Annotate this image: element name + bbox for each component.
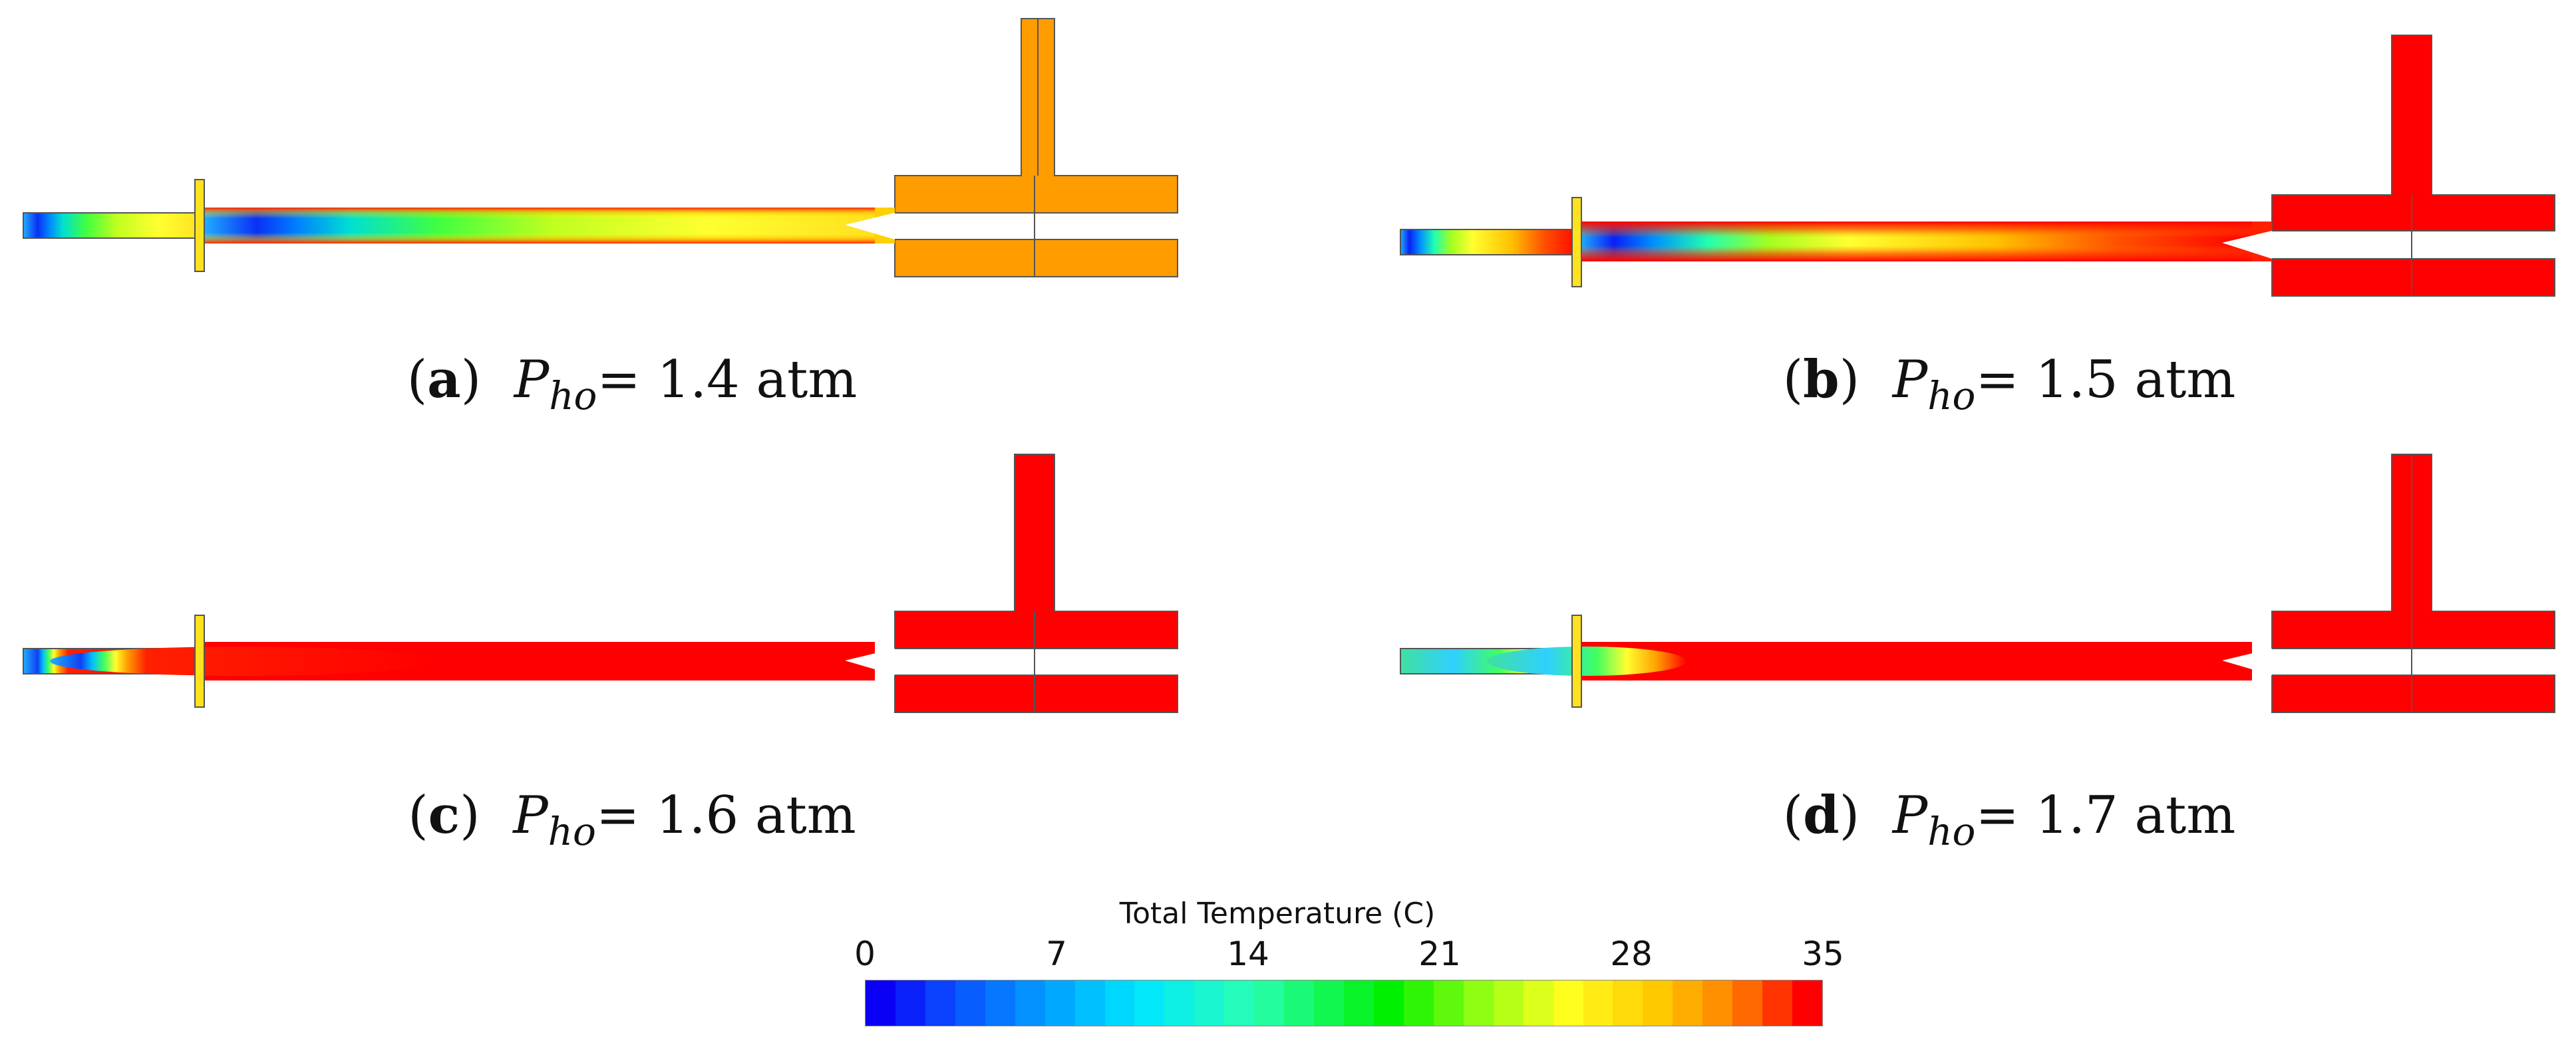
contour-d [1400, 454, 2555, 713]
colorbar-segment [1015, 980, 1045, 1026]
colorbar-segment [1583, 980, 1613, 1026]
legend-tick: 28 [1610, 935, 1653, 973]
legend-title: Total Temperature (C) [1119, 897, 1436, 931]
panel-c: (c) Pho= 1.6 atm [17, 449, 1247, 861]
colorbar-segment [1493, 980, 1524, 1026]
colorbar-segment [1643, 980, 1673, 1026]
hot-outlet-bottom [894, 239, 1178, 277]
legend-tick: 35 [1802, 935, 1844, 973]
colorbar-segment [1673, 980, 1703, 1026]
vortex-tube [1580, 642, 2252, 680]
contour-c [23, 454, 1178, 713]
colorbar-segment [955, 980, 985, 1026]
colorbar-segment [1373, 980, 1404, 1026]
nozzle-flange [194, 615, 205, 708]
legend-tick: 14 [1227, 935, 1269, 973]
colorbar-segment [1553, 980, 1583, 1026]
nozzle-flange [194, 179, 205, 272]
colorbar-segment [1732, 980, 1763, 1026]
colorbar-segment [1344, 980, 1374, 1026]
caption-c: (c) Pho= 1.6 atm [408, 785, 856, 854]
legend-tick: 7 [1046, 935, 1067, 973]
contour-a [23, 18, 1178, 277]
hot-outlet-bottom [2271, 674, 2555, 713]
caption-b: (b) Pho= 1.5 atm [1782, 349, 2236, 418]
colorbar-segment [1284, 980, 1315, 1026]
inlet-tube [23, 212, 204, 239]
panel-a: (a) Pho= 1.4 atm [17, 13, 1247, 426]
legend-tick: 21 [1418, 935, 1461, 973]
tube-wall-layer [1580, 222, 2252, 261]
colorbar-segment [1702, 980, 1733, 1026]
colorbar-segment [985, 980, 1015, 1026]
cone-valve [2222, 231, 2272, 259]
colorbar-segment [925, 980, 955, 1026]
colorbar-segment [1613, 980, 1643, 1026]
cone-valve [845, 649, 895, 675]
cone-valve [2222, 649, 2272, 675]
hot-outlet-top [894, 454, 1178, 649]
caption-d: (d) Pho= 1.7 atm [1782, 785, 2236, 854]
colorbar-segment [1254, 980, 1285, 1026]
colorbar-segment [1045, 980, 1075, 1026]
colorbar-segment [1194, 980, 1225, 1026]
legend-tick: 0 [854, 935, 876, 973]
colorbar-segment [1104, 980, 1135, 1026]
colorbar-segment [1224, 980, 1255, 1026]
colorbar [865, 980, 1823, 1026]
cold-core [1487, 647, 1687, 676]
contour-b [1400, 35, 2555, 297]
inlet-tube [1400, 229, 1581, 255]
colorbar-segment [1403, 980, 1434, 1026]
nozzle-flange [1571, 615, 1582, 708]
colorbar-segment [866, 980, 895, 1026]
colorbar-segment [1762, 980, 1793, 1026]
nozzle-flange [1571, 197, 1582, 287]
cone-valve [845, 213, 895, 239]
colorbar-segment [1792, 980, 1822, 1026]
colorbar-segment [895, 980, 925, 1026]
hot-outlet-top [2271, 35, 2555, 231]
colorbar-segment [1164, 980, 1195, 1026]
colorbar-segment [1314, 980, 1344, 1026]
hot-outlet-top [894, 18, 1178, 214]
legend-ticks: 0 7 14 21 28 35 [854, 935, 1844, 974]
hot-outlet-bottom [2271, 258, 2555, 297]
caption-a: (a) Pho= 1.4 atm [406, 349, 858, 418]
hot-outlet-bottom [894, 674, 1178, 713]
colorbar-segment [1433, 980, 1464, 1026]
hot-outlet-top [2271, 454, 2555, 649]
colorbar-segment [1134, 980, 1165, 1026]
panel-d: (d) Pho= 1.7 atm [1394, 449, 2576, 861]
colorbar-segment [1074, 980, 1105, 1026]
tube-wall-layer [203, 208, 875, 243]
colorbar-segment [1523, 980, 1553, 1026]
panel-b: (b) Pho= 1.5 atm [1394, 30, 2576, 442]
colorbar-segment [1463, 980, 1494, 1026]
cold-core [50, 647, 436, 676]
